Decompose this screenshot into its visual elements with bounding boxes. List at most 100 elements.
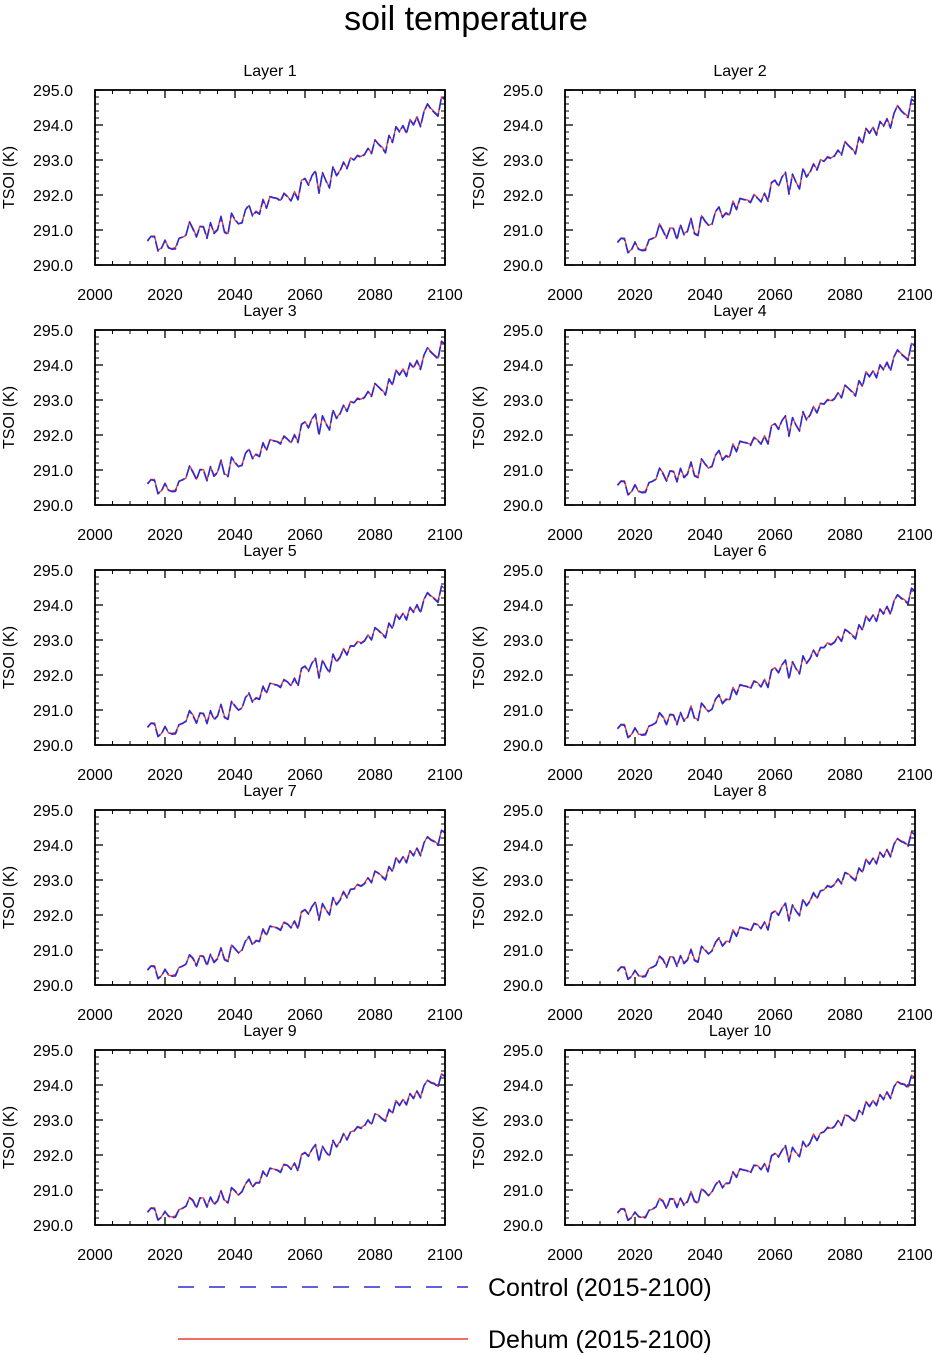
series-control-line xyxy=(616,1074,916,1222)
x-tick-label: 2040 xyxy=(217,527,253,544)
x-tick-label: 2040 xyxy=(217,287,253,304)
x-tick-label: 2000 xyxy=(77,767,113,784)
series-dehum-line xyxy=(146,829,446,979)
panel-layer-1: Layer 1 TSOI (K) 2000 2020 2040 2060 2080 2100 2… xyxy=(1,63,463,304)
y-tick-label: 292.0 xyxy=(33,668,73,685)
y-tick-label: 294.0 xyxy=(503,1078,543,1095)
panel-title: Layer 1 xyxy=(243,63,296,80)
y-tick-label: 292.0 xyxy=(33,908,73,925)
y-tick-label: 295.0 xyxy=(503,83,543,100)
y-tick-label: 293.0 xyxy=(503,393,543,410)
y-tick-label: 290.0 xyxy=(33,1218,73,1235)
panel-layer-2: Layer 2 TSOI (K) 2000 2020 2040 2060 2080 2100 2… xyxy=(471,63,932,304)
x-tick-label: 2000 xyxy=(77,287,113,304)
x-tick-label: 2020 xyxy=(617,767,653,784)
panel-title: Layer 7 xyxy=(243,783,296,800)
panel-layer-10: Layer 10 TSOI (K) 2000 2020 2040 2060 2080 2100… xyxy=(471,1023,932,1264)
y-tick-label: 290.0 xyxy=(33,498,73,515)
y-tick-label: 291.0 xyxy=(503,463,543,480)
y-tick-label: 295.0 xyxy=(503,563,543,580)
x-tick-label: 2000 xyxy=(547,287,583,304)
plot-frame xyxy=(564,809,916,986)
series-dehum-line xyxy=(616,1074,916,1221)
legend-control-label: Control (2015-2100) xyxy=(488,1274,712,1302)
x-tick-label: 2060 xyxy=(287,767,323,784)
y-tick-label: 292.0 xyxy=(503,908,543,925)
y-tick-label: 294.0 xyxy=(33,118,73,135)
x-tick-label: 2080 xyxy=(357,287,393,304)
y-axis-label: TSOI (K) xyxy=(471,1106,488,1169)
legend: Control (2015-2100) Dehum (2015-2100) xyxy=(178,1274,712,1354)
y-axis-label: TSOI (K) xyxy=(1,626,18,689)
y-tick-label: 292.0 xyxy=(33,1148,73,1165)
y-tick-label: 295.0 xyxy=(33,83,73,100)
y-tick-label: 290.0 xyxy=(33,978,73,995)
x-tick-label: 2100 xyxy=(427,527,463,544)
figure-title: soil temperature xyxy=(344,0,588,38)
y-tick-label: 293.0 xyxy=(503,153,543,170)
y-axis-label: TSOI (K) xyxy=(1,146,18,209)
y-tick-label: 294.0 xyxy=(33,838,73,855)
panel-title: Layer 4 xyxy=(713,303,766,320)
plot-frame xyxy=(564,329,916,506)
series-control-line xyxy=(616,587,916,739)
x-tick-label: 2080 xyxy=(357,1007,393,1024)
x-tick-label: 2080 xyxy=(827,1247,863,1264)
x-tick-label: 2060 xyxy=(757,527,793,544)
y-tick-label: 290.0 xyxy=(503,258,543,275)
x-tick-label: 2100 xyxy=(897,1007,932,1024)
x-tick-label: 2000 xyxy=(77,527,113,544)
panel-layer-4: Layer 4 TSOI (K) 2000 2020 2040 2060 2080 2100 2… xyxy=(471,303,932,544)
plot-frame xyxy=(94,809,446,986)
panel-layer-9: Layer 9 TSOI (K) 2000 2020 2040 2060 2080 2100 2… xyxy=(1,1023,463,1264)
plot-frame xyxy=(94,89,446,266)
y-tick-label: 293.0 xyxy=(33,393,73,410)
y-tick-label: 295.0 xyxy=(503,1043,543,1060)
x-tick-label: 2100 xyxy=(427,1007,463,1024)
x-tick-label: 2000 xyxy=(547,1007,583,1024)
y-axis-label: TSOI (K) xyxy=(1,386,18,449)
plot-frame xyxy=(94,329,446,506)
panel-layer-6: Layer 6 TSOI (K) 2000 2020 2040 2060 2080 2100 2… xyxy=(471,543,932,784)
y-tick-label: 292.0 xyxy=(33,188,73,205)
y-tick-label: 294.0 xyxy=(33,358,73,375)
x-tick-label: 2040 xyxy=(217,1247,253,1264)
y-axis-label: TSOI (K) xyxy=(471,386,488,449)
x-tick-label: 2100 xyxy=(427,767,463,784)
y-tick-label: 294.0 xyxy=(33,598,73,615)
panel-grid: Layer 1 TSOI (K) 2000 2020 2040 2060 2080 2100 2… xyxy=(1,63,932,1264)
x-tick-label: 2060 xyxy=(287,1007,323,1024)
series-control-line xyxy=(616,831,916,981)
y-tick-label: 293.0 xyxy=(503,633,543,650)
y-tick-label: 293.0 xyxy=(33,1113,73,1130)
x-tick-label: 2100 xyxy=(427,287,463,304)
y-tick-label: 291.0 xyxy=(503,1183,543,1200)
x-tick-label: 2060 xyxy=(287,287,323,304)
y-tick-label: 293.0 xyxy=(503,873,543,890)
y-tick-label: 290.0 xyxy=(503,498,543,515)
x-tick-label: 2020 xyxy=(147,1247,183,1264)
x-tick-label: 2020 xyxy=(147,767,183,784)
y-tick-label: 295.0 xyxy=(33,1043,73,1060)
y-tick-label: 291.0 xyxy=(33,703,73,720)
panel-title: Layer 8 xyxy=(713,783,766,800)
y-tick-label: 295.0 xyxy=(33,563,73,580)
x-tick-label: 2000 xyxy=(547,767,583,784)
x-tick-label: 2040 xyxy=(217,1007,253,1024)
x-tick-label: 2060 xyxy=(757,1007,793,1024)
series-control-line xyxy=(146,1073,446,1221)
x-tick-label: 2080 xyxy=(357,1247,393,1264)
x-tick-label: 2080 xyxy=(827,1007,863,1024)
y-tick-label: 293.0 xyxy=(33,633,73,650)
x-tick-label: 2080 xyxy=(357,767,393,784)
series-control-line xyxy=(616,342,916,496)
series-dehum-line xyxy=(616,831,916,980)
y-tick-label: 295.0 xyxy=(503,803,543,820)
x-tick-label: 2100 xyxy=(897,1247,932,1264)
panel-layer-8: Layer 8 TSOI (K) 2000 2020 2040 2060 2080 2100 2… xyxy=(471,783,932,1024)
panel-title: Layer 3 xyxy=(243,303,296,320)
x-tick-label: 2020 xyxy=(147,527,183,544)
y-tick-label: 291.0 xyxy=(503,943,543,960)
y-axis-label: TSOI (K) xyxy=(471,146,488,209)
